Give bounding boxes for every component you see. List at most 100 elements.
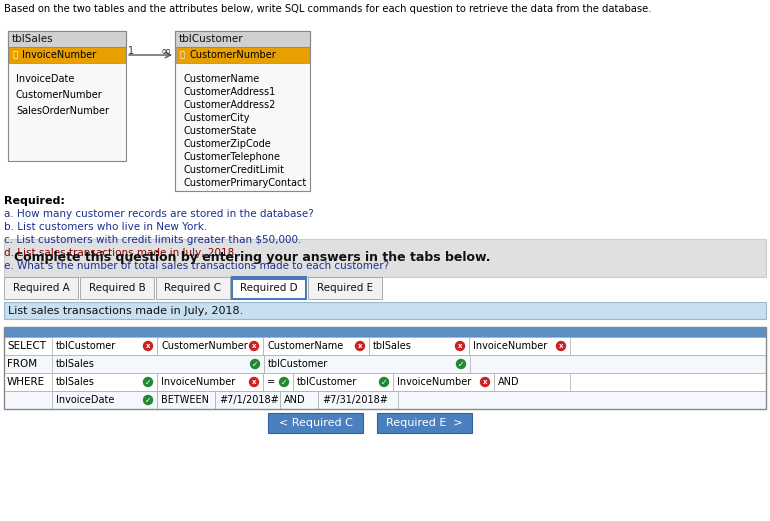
Bar: [175, 31, 310, 191]
Text: < Required C: < Required C: [279, 418, 353, 428]
Bar: [268, 413, 363, 433]
Circle shape: [356, 341, 364, 351]
Text: ✓: ✓: [145, 378, 151, 387]
Bar: [176, 47, 309, 63]
Text: InvoiceNumber: InvoiceNumber: [22, 50, 96, 60]
Text: CustomerNumber: CustomerNumber: [189, 50, 276, 60]
Text: b. List customers who live in New York.: b. List customers who live in New York.: [4, 222, 207, 232]
Text: ⚿: ⚿: [13, 51, 18, 59]
Text: InvoiceNumber: InvoiceNumber: [397, 377, 471, 387]
Text: tblSales: tblSales: [56, 377, 95, 387]
Text: CustomerZipCode: CustomerZipCode: [183, 139, 271, 149]
Text: ∞: ∞: [161, 44, 172, 57]
Text: =: =: [267, 377, 275, 387]
Text: ✓: ✓: [252, 359, 258, 368]
Text: tblSales: tblSales: [12, 34, 54, 44]
Bar: [52, 373, 157, 391]
Text: d. List sales transactions made in July, 2018.: d. List sales transactions made in July,…: [4, 248, 238, 258]
Bar: [4, 327, 766, 337]
Circle shape: [480, 378, 490, 387]
Text: Required E  >: Required E >: [387, 418, 463, 428]
Bar: [4, 373, 766, 391]
Bar: [9, 47, 125, 63]
Bar: [52, 355, 264, 373]
Text: e. What’s the number of total sales transactions made to each customer?: e. What’s the number of total sales tran…: [4, 261, 389, 271]
Text: Required A: Required A: [12, 283, 69, 293]
Circle shape: [250, 359, 259, 368]
Bar: [8, 31, 126, 47]
Text: CustomerAddress1: CustomerAddress1: [183, 87, 275, 97]
Text: Required C: Required C: [165, 283, 222, 293]
Bar: [157, 337, 263, 355]
Circle shape: [143, 395, 152, 404]
Text: SELECT: SELECT: [7, 341, 46, 351]
Circle shape: [557, 341, 565, 351]
Bar: [494, 373, 570, 391]
Text: Required D: Required D: [240, 283, 298, 293]
Bar: [157, 373, 263, 391]
Bar: [52, 391, 157, 409]
Bar: [4, 355, 766, 373]
Text: CustomerState: CustomerState: [183, 126, 256, 136]
Bar: [80, 277, 154, 299]
Bar: [264, 355, 470, 373]
Text: InvoiceDate: InvoiceDate: [16, 74, 75, 84]
Bar: [308, 277, 382, 299]
Bar: [156, 277, 230, 299]
Bar: [469, 337, 570, 355]
Text: List sales transactions made in July, 2018.: List sales transactions made in July, 20…: [8, 305, 243, 316]
Text: ⚿: ⚿: [180, 51, 185, 59]
Bar: [280, 391, 318, 409]
Bar: [4, 327, 766, 409]
Text: x: x: [358, 343, 362, 349]
Text: CustomerPrimaryContact: CustomerPrimaryContact: [183, 178, 306, 188]
Circle shape: [457, 359, 466, 368]
Text: a. How many customer records are stored in the database?: a. How many customer records are stored …: [4, 209, 313, 219]
Bar: [157, 391, 215, 409]
Text: Required B: Required B: [89, 283, 146, 293]
Text: 1: 1: [128, 46, 134, 56]
Text: InvoiceNumber: InvoiceNumber: [161, 377, 236, 387]
Text: AND: AND: [498, 377, 520, 387]
Text: tblSales: tblSales: [373, 341, 412, 351]
Circle shape: [143, 378, 152, 387]
Text: x: x: [457, 343, 462, 349]
Circle shape: [249, 341, 259, 351]
Text: Complete this question by entering your answers in the tabs below.: Complete this question by entering your …: [14, 252, 490, 265]
Bar: [393, 373, 494, 391]
Text: CustomerName: CustomerName: [267, 341, 343, 351]
Bar: [377, 413, 472, 433]
Text: InvoiceNumber: InvoiceNumber: [473, 341, 547, 351]
Bar: [232, 277, 306, 299]
Text: Based on the two tables and the attributes below, write SQL commands for each qu: Based on the two tables and the attribut…: [4, 4, 651, 14]
Text: #7/1/2018#: #7/1/2018#: [219, 395, 279, 405]
Text: CustomerNumber: CustomerNumber: [16, 90, 102, 100]
Bar: [263, 373, 293, 391]
Text: CustomerName: CustomerName: [183, 74, 259, 84]
Bar: [232, 277, 306, 280]
Bar: [4, 302, 766, 319]
Text: tblCustomer: tblCustomer: [297, 377, 357, 387]
Text: CustomerNumber: CustomerNumber: [161, 341, 248, 351]
Circle shape: [143, 341, 152, 351]
Text: ✓: ✓: [458, 359, 464, 368]
Bar: [318, 391, 398, 409]
Text: tblSales: tblSales: [56, 359, 95, 369]
Text: Required:: Required:: [4, 196, 65, 206]
Text: CustomerAddress2: CustomerAddress2: [183, 100, 276, 110]
Text: ✓: ✓: [381, 378, 387, 387]
Text: CustomerTelephone: CustomerTelephone: [183, 152, 280, 162]
Text: x: x: [483, 379, 487, 385]
Bar: [52, 337, 157, 355]
Text: tblCustomer: tblCustomer: [179, 34, 243, 44]
Bar: [4, 337, 766, 355]
Bar: [4, 239, 766, 277]
Text: x: x: [252, 379, 256, 385]
Bar: [215, 391, 280, 409]
Text: c. List customers with credit limits greater than $50,000.: c. List customers with credit limits gre…: [4, 235, 301, 245]
Bar: [4, 391, 766, 409]
Bar: [8, 31, 126, 161]
Text: ✓: ✓: [145, 395, 151, 404]
Text: tblCustomer: tblCustomer: [56, 341, 116, 351]
Text: BETWEEN: BETWEEN: [161, 395, 209, 405]
